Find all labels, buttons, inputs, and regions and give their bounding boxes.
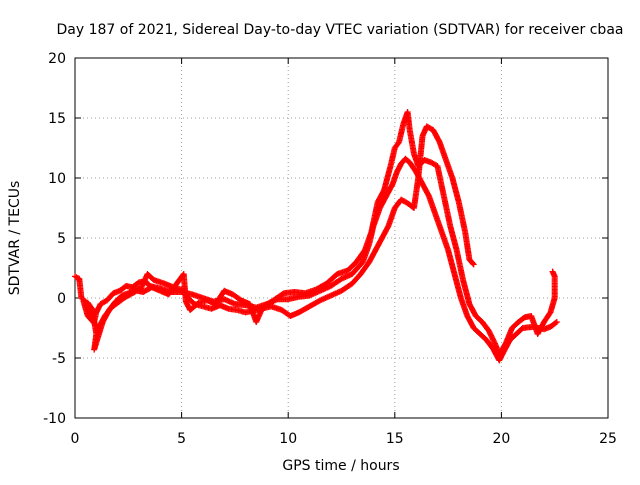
y-tick-label: -10 <box>43 411 66 427</box>
data-point-marker <box>549 268 556 275</box>
tick-layer: 0 5 10 15 20 25 -10 -5 0 5 10 15 20 <box>43 51 617 447</box>
y-tick-label: 20 <box>48 51 66 67</box>
y-tick-label: 5 <box>57 231 66 247</box>
data-point-marker <box>552 319 559 326</box>
data-series-track-3 <box>80 109 558 358</box>
data-point-marker <box>470 261 477 268</box>
grid-layer <box>75 58 608 418</box>
chart-title: Day 187 of 2021, Sidereal Day-to-day VTE… <box>57 22 624 38</box>
x-tick-label: 15 <box>386 431 404 447</box>
x-axis-label: GPS time / hours <box>282 458 399 474</box>
y-tick-label: 0 <box>57 291 66 307</box>
data-point-marker <box>469 260 476 267</box>
plot-frame <box>74 57 609 419</box>
y-tick-label: 15 <box>48 111 66 127</box>
y-axis-label: SDTVAR / TECUs <box>7 181 23 296</box>
y-tick-label: -5 <box>52 351 66 367</box>
y-tick-label: 10 <box>48 171 66 187</box>
x-tick-label: 20 <box>492 431 510 447</box>
data-layer <box>72 109 560 364</box>
x-tick-label: 25 <box>599 431 617 447</box>
data-point-marker <box>553 319 560 325</box>
x-tick-label: 0 <box>71 431 80 447</box>
x-tick-label: 5 <box>177 431 186 447</box>
x-tick-label: 10 <box>279 431 297 447</box>
